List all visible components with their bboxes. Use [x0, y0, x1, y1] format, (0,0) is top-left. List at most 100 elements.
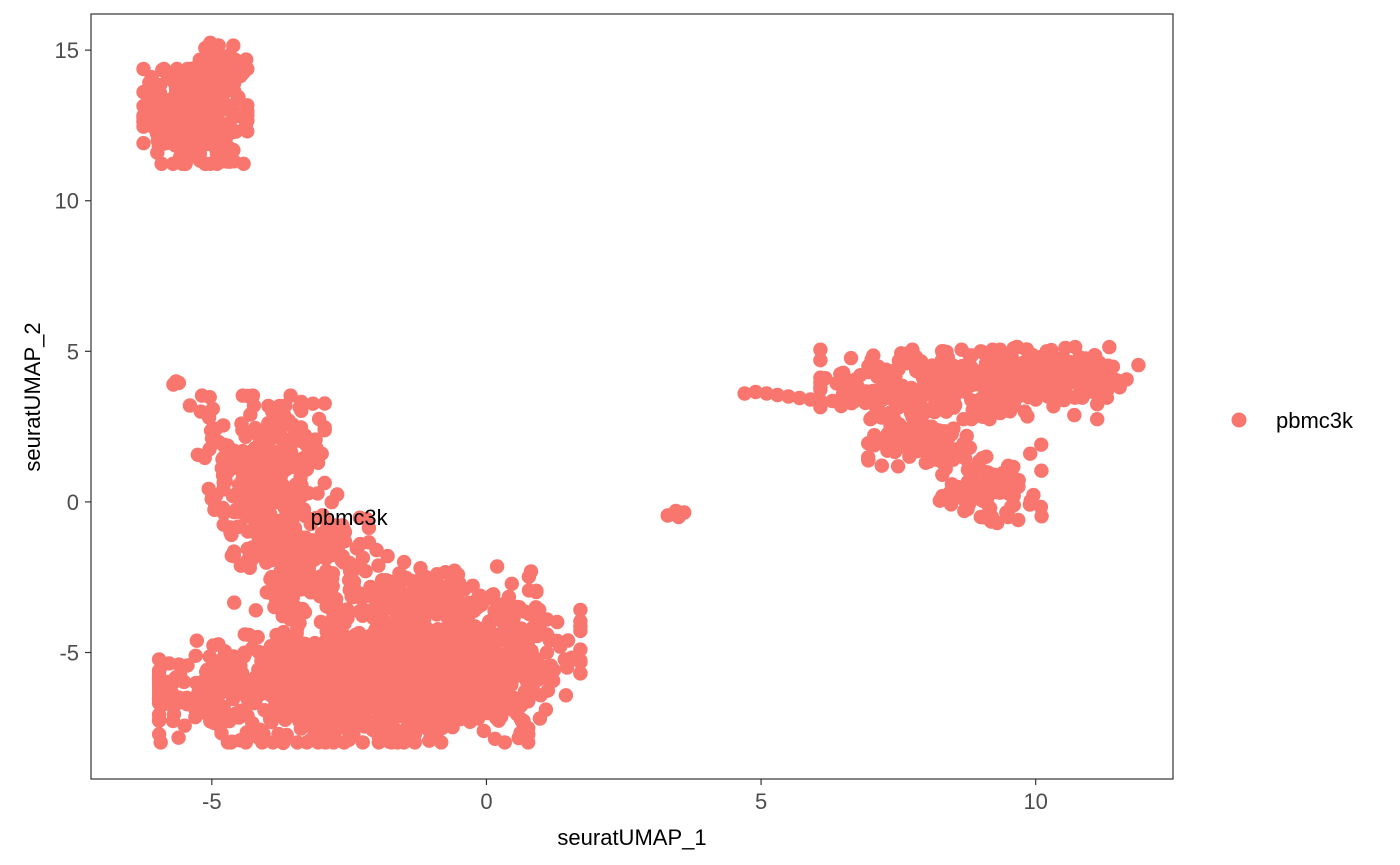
data-point: [272, 550, 287, 565]
data-point: [476, 636, 492, 652]
data-point: [1006, 396, 1021, 412]
data-point: [277, 449, 292, 464]
data-point: [355, 735, 370, 750]
data-point: [136, 136, 151, 151]
data-point: [226, 38, 241, 53]
data-point: [861, 453, 876, 468]
data-point: [792, 390, 807, 406]
data-point: [422, 733, 437, 748]
data-point: [374, 573, 390, 588]
data-point: [243, 407, 258, 422]
data-point: [473, 591, 489, 606]
data-point: [294, 394, 309, 410]
data-point: [235, 388, 250, 403]
data-points: [136, 35, 1146, 751]
data-point: [946, 421, 961, 436]
data-point: [226, 548, 241, 564]
data-point: [296, 709, 312, 725]
data-point: [993, 350, 1008, 365]
data-point: [486, 587, 501, 602]
data-point: [267, 517, 282, 532]
data-point: [259, 585, 274, 600]
data-point: [256, 679, 271, 695]
data-point: [233, 489, 248, 505]
data-point: [319, 683, 334, 698]
data-point: [169, 123, 185, 138]
data-point: [973, 344, 988, 359]
data-point: [511, 730, 526, 746]
data-point: [451, 605, 467, 620]
data-point: [445, 624, 461, 639]
x-tick-label: 5: [755, 789, 767, 814]
data-point: [957, 503, 972, 519]
x-tick-label: -5: [202, 789, 222, 814]
data-point: [226, 154, 242, 169]
data-point: [367, 668, 383, 684]
data-point: [250, 629, 265, 645]
data-point: [933, 434, 948, 450]
data-point: [207, 697, 222, 712]
data-point: [902, 449, 917, 464]
data-point: [273, 693, 288, 709]
x-axis-title: seuratUMAP_1: [557, 825, 706, 850]
data-point: [275, 575, 290, 591]
data-point: [380, 548, 395, 564]
data-point: [443, 697, 459, 712]
data-point: [460, 618, 475, 633]
data-point: [333, 604, 348, 620]
data-point: [223, 735, 239, 750]
data-point: [429, 567, 445, 582]
data-point: [164, 105, 180, 120]
data-point: [326, 724, 342, 739]
data-point: [223, 525, 238, 540]
data-point: [264, 569, 279, 585]
data-point: [1099, 383, 1115, 398]
data-point: [341, 668, 356, 683]
data-point: [814, 395, 829, 410]
data-point: [1028, 392, 1043, 407]
data-point: [975, 493, 990, 508]
data-point: [899, 433, 914, 448]
data-point: [374, 621, 389, 637]
data-point: [573, 642, 588, 657]
data-point: [434, 735, 449, 750]
data-point: [389, 626, 404, 641]
data-point: [289, 625, 304, 641]
data-point: [144, 70, 159, 85]
data-point: [358, 588, 373, 604]
data-point: [258, 507, 274, 523]
data-point: [207, 131, 222, 146]
data-point: [177, 718, 192, 733]
data-point: [539, 612, 555, 627]
data-point: [211, 637, 226, 652]
data-point: [1026, 375, 1042, 390]
data-point: [560, 633, 576, 648]
data-point: [293, 721, 309, 736]
data-point: [303, 585, 318, 600]
data-point: [315, 641, 330, 656]
data-point: [1039, 344, 1054, 359]
data-point: [1034, 463, 1049, 478]
data-point: [1002, 374, 1017, 389]
data-point: [480, 669, 495, 685]
data-point: [275, 627, 290, 643]
y-axis: -5 0 5 10 15: [55, 38, 91, 666]
data-point: [422, 694, 437, 710]
data-point: [188, 82, 203, 98]
data-point: [517, 684, 533, 699]
data-point: [317, 550, 332, 565]
data-point: [502, 657, 518, 673]
data-point: [215, 500, 230, 516]
data-point: [313, 614, 329, 630]
data-point: [347, 685, 363, 700]
data-point: [813, 342, 828, 357]
data-point: [836, 395, 851, 410]
data-point: [1001, 509, 1016, 525]
plot-panel-border: [90, 13, 1174, 780]
data-point: [843, 350, 859, 366]
data-point: [151, 712, 167, 728]
data-point: [829, 376, 844, 391]
data-point: [1094, 359, 1109, 374]
data-point: [453, 679, 469, 694]
data-point: [482, 623, 497, 638]
